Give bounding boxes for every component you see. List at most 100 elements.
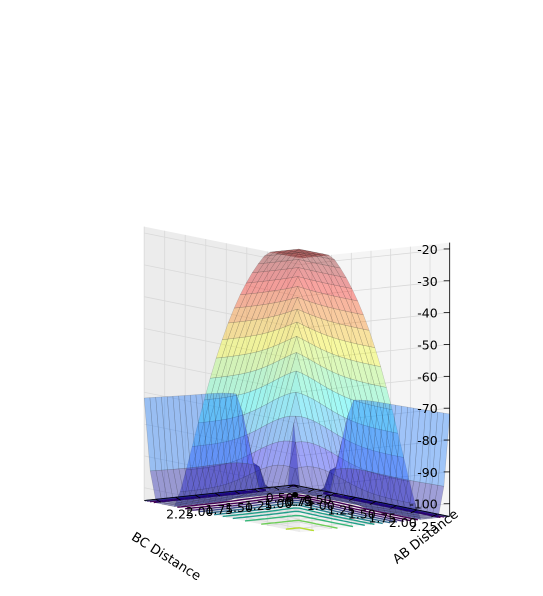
surface-patch xyxy=(256,317,269,336)
surface-patch xyxy=(273,300,287,317)
surface-patch xyxy=(249,367,263,393)
grid-line xyxy=(300,407,450,425)
surface-patch xyxy=(402,513,415,516)
z-tick-label: -90 xyxy=(417,465,437,480)
surface-patch xyxy=(397,456,410,482)
surface-patch xyxy=(227,321,240,340)
surface-patch xyxy=(236,393,249,464)
surface-patch xyxy=(259,466,272,492)
back-pane-y xyxy=(300,242,450,533)
surface-patch xyxy=(414,515,427,518)
surface-patch xyxy=(356,380,369,405)
surface-patch xyxy=(354,503,367,507)
surface-patch xyxy=(208,485,221,504)
x-tick-label: 1.75 xyxy=(205,502,233,517)
surface-patch xyxy=(345,298,358,314)
surface-patch xyxy=(161,469,174,502)
surface-patch xyxy=(214,463,227,488)
surface-patch xyxy=(321,272,335,286)
surface-patch xyxy=(263,261,276,272)
surface-patch xyxy=(283,466,296,491)
surface-patch xyxy=(167,469,180,502)
surface-patch xyxy=(378,495,392,514)
surface-patch xyxy=(230,462,243,495)
surface-patch xyxy=(185,502,198,506)
surface-patch xyxy=(319,383,333,412)
surface-patch xyxy=(173,503,186,507)
surface-patch xyxy=(333,266,347,278)
surface-patch xyxy=(293,248,305,252)
surface-patch xyxy=(266,418,279,447)
surface-patch xyxy=(379,474,392,500)
surface-patch xyxy=(245,271,259,284)
surface-patch xyxy=(351,312,364,330)
axis-line xyxy=(293,484,450,517)
y-tick-mark xyxy=(431,513,438,518)
surface-patch xyxy=(294,487,306,491)
surface-patch xyxy=(419,482,433,516)
grid-line xyxy=(300,312,450,329)
surface-patch xyxy=(391,431,404,458)
surface-patch xyxy=(295,370,309,397)
surface-patch xyxy=(305,254,318,258)
surface-patch xyxy=(297,296,310,315)
surface-patch xyxy=(318,467,332,493)
grid-line xyxy=(144,455,301,488)
surface-patch xyxy=(220,417,233,443)
surface-patch xyxy=(319,445,332,474)
surface-patch xyxy=(396,513,409,517)
surface-patch xyxy=(291,285,304,300)
surface-patch xyxy=(291,267,305,279)
surface-patch xyxy=(207,393,220,466)
surface-patch xyxy=(247,436,260,467)
surface-patch xyxy=(343,459,356,487)
surface-patch xyxy=(333,308,346,326)
surface-patch xyxy=(225,496,238,500)
surface-patch xyxy=(349,398,363,425)
surface-patch xyxy=(355,422,368,450)
surface-patch xyxy=(219,499,232,502)
surface-patch xyxy=(209,397,222,422)
surface-patch xyxy=(265,464,279,488)
surface-patch xyxy=(384,507,397,511)
surface-patch xyxy=(362,328,376,348)
surface-patch xyxy=(318,494,331,497)
x-tick-mark xyxy=(293,484,299,489)
surface-patch xyxy=(290,335,303,356)
surface-patch xyxy=(348,500,361,503)
surface-patch xyxy=(185,500,197,504)
surface-patch xyxy=(270,251,282,254)
surface-patch xyxy=(337,434,350,464)
tick-labels: 0.500.751.001.251.501.752.002.250.500.75… xyxy=(155,242,450,534)
surface-patch xyxy=(378,506,391,509)
surface-patch xyxy=(259,493,272,496)
surface-patch xyxy=(280,277,293,291)
y-tick-mark xyxy=(287,484,294,489)
surface-patch xyxy=(280,259,294,270)
surface-patch xyxy=(335,415,348,470)
surface-patch xyxy=(300,466,314,490)
surface-patch xyxy=(343,416,356,445)
surface-patch xyxy=(289,416,302,443)
surface-patch xyxy=(304,250,317,257)
surface-patch xyxy=(250,350,263,373)
surface-patch xyxy=(283,416,296,442)
surface-patch xyxy=(232,414,245,441)
surface-patch xyxy=(282,487,295,490)
y-tick-label: 0.75 xyxy=(286,494,314,509)
x-tick-label: 2.25 xyxy=(166,506,194,521)
surface-patch xyxy=(251,292,264,307)
surface-patch xyxy=(179,469,193,492)
surface-patch xyxy=(208,498,220,501)
surface-patch xyxy=(287,251,300,254)
surface-patch xyxy=(253,491,266,495)
surface-patch xyxy=(305,253,318,256)
surface-patch xyxy=(226,416,239,442)
surface-patch xyxy=(208,442,222,468)
surface-patch xyxy=(197,444,210,469)
y-tick-label: 1.75 xyxy=(368,511,396,526)
surface-patch xyxy=(395,478,409,511)
surface-patch xyxy=(339,297,352,313)
surface-patch xyxy=(261,380,274,408)
surface-patch xyxy=(242,493,255,496)
